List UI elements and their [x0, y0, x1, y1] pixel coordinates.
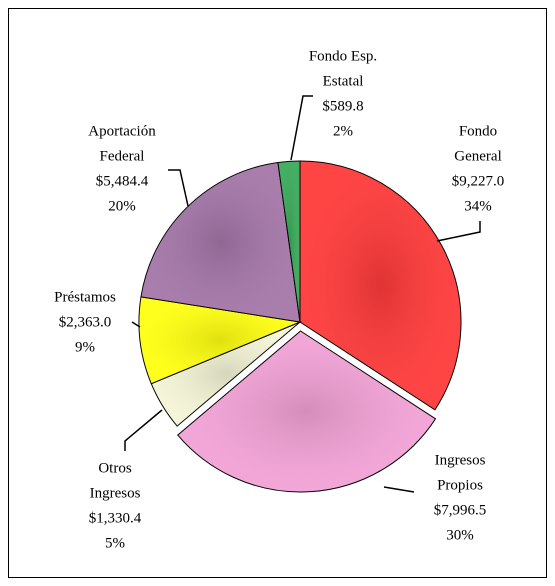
value-label: $1,330.4 [89, 510, 142, 526]
slice-shade [277, 161, 300, 322]
slice-shade [300, 161, 461, 410]
slice-label: Aportación [88, 123, 156, 139]
slice-label: Préstamos [54, 289, 116, 305]
percent-label: 2% [333, 123, 353, 139]
percent-label: 30% [446, 527, 474, 543]
slice-shade [140, 162, 300, 322]
value-label: $7,996.5 [434, 502, 487, 518]
slice-label: General [454, 148, 501, 164]
slice-label: Ingresos [435, 452, 486, 468]
percent-label: 34% [464, 198, 492, 214]
slice-label: Otros [98, 460, 131, 476]
slice-shade [177, 330, 436, 492]
value-label: $5,484.4 [96, 173, 149, 189]
leader-line [436, 221, 481, 242]
pie [138, 160, 462, 493]
leader-line [290, 95, 313, 161]
slice-shade [138, 296, 300, 384]
percent-label: 9% [75, 339, 95, 355]
slice-label: Federal [100, 148, 145, 164]
slice-shade [151, 322, 300, 427]
slice-label: Fondo Esp. [309, 48, 377, 64]
slice-label: Fondo [459, 123, 497, 139]
percent-label: 20% [108, 198, 136, 214]
leader-line [131, 321, 141, 328]
percent-label: 5% [105, 535, 125, 551]
labels: Fondo General $9,227.0 34% Ingresos Propios $7… [54, 48, 504, 551]
value-label: $9,227.0 [452, 173, 505, 189]
slice-label: Propios [437, 477, 483, 493]
leader-line [124, 409, 163, 451]
slice-label: Ingresos [90, 485, 141, 501]
slice-label: Estatal [323, 73, 364, 89]
leader-line [168, 169, 189, 207]
value-label: $2,363.0 [59, 314, 112, 330]
leader-line [383, 486, 415, 493]
value-label: $589.8 [322, 98, 363, 114]
